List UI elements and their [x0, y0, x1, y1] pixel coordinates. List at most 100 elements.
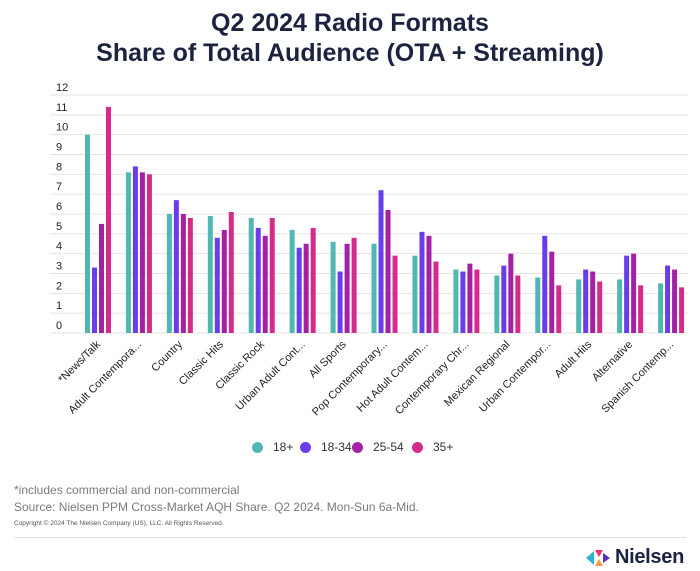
x-tick-label: Spanish Contemp...: [599, 339, 676, 416]
y-tick-label: 5: [56, 221, 62, 233]
nielsen-logo: Nielsen: [585, 546, 684, 569]
bar-1834-9: [460, 271, 466, 333]
chart-title-line2: Share of Total Audience (OTA + Streaming…: [96, 39, 604, 67]
bar-1834-8: [419, 231, 425, 333]
bar-35-12: [597, 281, 603, 333]
legend-item: 35+: [412, 440, 453, 454]
bar-18-6: [330, 241, 336, 333]
bar-35-4: [269, 217, 275, 333]
bar-2554-7: [385, 210, 391, 333]
bar-2554-8: [426, 235, 432, 333]
bar-18-3: [207, 215, 213, 333]
bar-1834-5: [296, 247, 302, 333]
bar-1834-3: [214, 237, 220, 333]
y-tick-label: 4: [56, 241, 62, 253]
legend-label: 35+: [433, 440, 454, 454]
x-tick-label: Adult Contempora...: [66, 339, 144, 417]
legend-swatch: [300, 441, 311, 453]
y-tick-label: 0: [56, 320, 62, 332]
legend-swatch: [412, 441, 423, 453]
chart-title-line1: Q2 2024 Radio Formats: [211, 9, 489, 37]
y-tick-label: 8: [56, 161, 62, 173]
y-tick-label: 9: [56, 142, 62, 154]
bar-18-11: [535, 277, 541, 333]
legend-label: 18-34: [321, 440, 352, 454]
bar-35-14: [679, 287, 685, 333]
bar-2554-9: [467, 263, 473, 333]
source-note: Source: Nielsen PPM Cross-Market AQH Sha…: [14, 500, 419, 514]
bar-18-12: [576, 279, 582, 333]
bar-35-9: [474, 269, 480, 333]
x-tick-label: Urban Adult Cont...: [234, 339, 308, 413]
legend-item: 25-54: [352, 440, 404, 454]
bar-18-10: [494, 275, 500, 333]
bar-35-8: [433, 261, 439, 333]
legend-item: 18+: [252, 440, 293, 454]
y-tick-label: 10: [56, 122, 68, 134]
bar-2554-0: [99, 223, 104, 333]
y-tick-label: 11: [56, 102, 67, 114]
legend-item: 18-34: [300, 440, 352, 454]
bar-18-9: [453, 269, 459, 333]
bar-2554-4: [262, 235, 268, 333]
y-tick-label: 3: [56, 261, 62, 273]
bar-2554-10: [508, 253, 514, 333]
bar-1834-1: [132, 166, 138, 333]
y-tick-label: 12: [56, 82, 68, 94]
bar-18-7: [371, 243, 377, 333]
bar-18-0: [85, 134, 90, 333]
bar-35-10: [515, 275, 521, 333]
bar-18-13: [617, 279, 623, 333]
bar-18-2: [166, 214, 172, 333]
bar-1834-4: [255, 227, 261, 333]
bar-35-2: [187, 217, 193, 333]
bar-1834-10: [501, 265, 507, 333]
bar-1834-0: [92, 267, 97, 333]
bar-2554-11: [549, 251, 555, 333]
bar-35-5: [310, 227, 316, 333]
bar-2554-6: [344, 243, 350, 333]
x-tick-label: Contemporary Chr...: [393, 339, 472, 418]
bar-35-6: [351, 237, 357, 333]
bar-2554-13: [631, 253, 637, 333]
footer-divider: [14, 537, 686, 538]
x-tick-label: Country: [149, 338, 185, 374]
bar-2554-3: [221, 229, 227, 333]
footnote: *includes commercial and non-commercial: [14, 483, 240, 497]
nielsen-logo-text: Nielsen: [614, 546, 684, 568]
bar-2554-14: [672, 269, 678, 333]
bar-35-1: [146, 174, 152, 333]
copyright-notice: Copyright © 2024 The Nielsen Company (US…: [14, 520, 224, 527]
bar-35-3: [228, 212, 234, 333]
x-tick-label: Urban Contempor...: [477, 339, 553, 415]
bar-1834-13: [624, 255, 630, 333]
x-tick-label: Pop Contemporary...: [310, 339, 390, 419]
bar-18-8: [412, 255, 418, 333]
y-tick-label: 1: [56, 300, 62, 312]
bar-1834-11: [542, 235, 548, 333]
bar-18-14: [658, 283, 664, 333]
bar-1834-2: [173, 200, 179, 333]
bar-2554-5: [303, 243, 309, 333]
bar-18-5: [289, 229, 295, 333]
legend-label: 18+: [273, 440, 294, 454]
legend-label: 25-54: [373, 440, 404, 454]
x-tick-label: Hot Adult Contem...: [355, 339, 431, 415]
bar-35-7: [392, 255, 398, 333]
bar-18-1: [125, 172, 131, 333]
legend-swatch: [252, 441, 263, 453]
bar-2554-1: [139, 172, 145, 333]
legend-swatch: [352, 441, 363, 453]
bar-35-13: [638, 285, 644, 333]
bar-18-4: [248, 217, 254, 333]
bar-35-11: [556, 285, 562, 333]
bar-1834-6: [337, 271, 343, 333]
bar-1834-12: [583, 269, 589, 333]
bar-2554-12: [590, 271, 596, 333]
bar-1834-7: [378, 190, 384, 333]
bar-2554-2: [180, 214, 186, 333]
nielsen-logo-icon: [585, 549, 610, 566]
x-tick-label: Adult Hits: [553, 338, 595, 380]
y-tick-label: 6: [56, 201, 62, 213]
